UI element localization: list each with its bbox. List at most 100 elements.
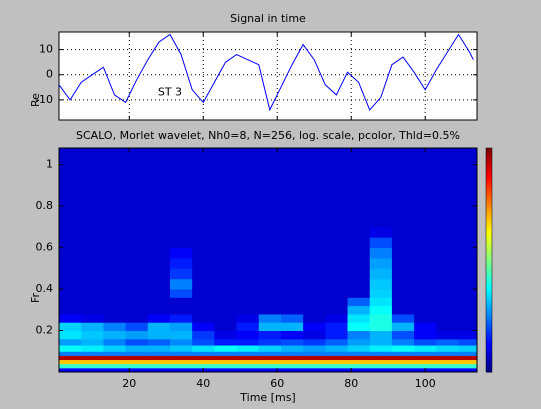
heatmap-cell — [458, 278, 478, 290]
heatmap-cell — [147, 257, 171, 269]
heatmap-cell — [125, 257, 149, 269]
heatmap-cell — [258, 367, 282, 373]
heatmap-cell — [369, 351, 393, 356]
heatmap-cell — [414, 268, 437, 280]
heatmap-cell — [325, 247, 349, 259]
heatmap-cell — [81, 237, 104, 249]
heatmap-cell — [147, 363, 171, 369]
heatmap-cell — [303, 345, 326, 352]
heatmap-cell — [59, 226, 82, 238]
heatmap-cell — [303, 330, 326, 340]
heatmap-cell — [325, 268, 349, 280]
colorbar-segment — [486, 176, 492, 180]
heatmap-cell — [369, 226, 393, 238]
heatmap-cell — [391, 359, 415, 365]
colorbar-segment — [486, 291, 492, 296]
heatmap-cell — [436, 330, 460, 340]
heatmap-cell — [436, 363, 460, 369]
heatmap-cell — [169, 289, 193, 298]
heatmap-cell — [214, 305, 238, 315]
heatmap-cell — [347, 148, 371, 228]
heatmap-cell — [214, 148, 238, 228]
heatmap-cell — [147, 148, 171, 228]
colorbar-segment — [486, 323, 492, 327]
heatmap-cell — [125, 363, 149, 369]
heatmap-cell — [369, 257, 393, 269]
heatmap-cell — [325, 363, 349, 369]
heatmap-cell — [303, 363, 326, 369]
heatmap-cell — [391, 297, 415, 307]
colorbar-segment — [486, 204, 492, 208]
colorbar-segment — [486, 281, 492, 285]
heatmap-cell — [436, 345, 460, 352]
heatmap-cell — [258, 278, 282, 290]
heatmap-cell — [436, 367, 460, 373]
heatmap-cell — [192, 268, 215, 280]
colorbar-segment — [486, 295, 492, 299]
heatmap-cell — [169, 305, 193, 315]
heatmap-cell — [103, 268, 127, 280]
heatmap-cell — [280, 363, 304, 369]
heatmap-cell — [169, 367, 193, 373]
heatmap-cell — [436, 305, 460, 315]
heatmap-cell — [103, 257, 127, 269]
heatmap-cell — [458, 313, 478, 323]
heatmap-cell — [280, 278, 304, 290]
heatmap-cell — [81, 338, 104, 346]
heatmap-cell — [169, 247, 193, 259]
heatmap-cell — [369, 355, 393, 361]
heatmap-cell — [125, 359, 149, 365]
heatmap-cell — [391, 278, 415, 290]
heatmap-cell — [369, 268, 393, 280]
annotation: ST 3 — [158, 85, 182, 98]
heatmap-cell — [391, 268, 415, 280]
heatmap-cell — [258, 359, 282, 365]
heatmap-cell — [258, 355, 282, 361]
heatmap-cell — [458, 226, 478, 238]
heatmap-cell — [59, 322, 82, 332]
heatmap-cell — [147, 367, 171, 373]
heatmap-cell — [258, 345, 282, 352]
heatmap-cell — [391, 322, 415, 332]
heatmap-cell — [125, 148, 149, 228]
heatmap-cell — [236, 278, 260, 290]
heatmap-cell — [59, 355, 82, 361]
colorbar-segment — [486, 274, 492, 278]
y-tick-label: 0.6 — [36, 241, 54, 254]
colorbar-segment — [486, 235, 492, 240]
heatmap-cell — [325, 330, 349, 340]
heatmap-cell — [192, 345, 215, 352]
colorbar-segment — [486, 333, 492, 338]
heatmap-cell — [391, 355, 415, 361]
heatmap-cell — [192, 237, 215, 249]
heatmap-cell — [414, 226, 437, 238]
heatmap-cell — [81, 257, 104, 269]
colorbar-segment — [486, 365, 492, 369]
colorbar-segment — [486, 155, 492, 159]
x-tick-label: 60 — [270, 377, 284, 390]
heatmap-cell — [391, 257, 415, 269]
heatmap-cell — [369, 363, 393, 369]
heatmap-cell — [103, 367, 127, 373]
colorbar-segment — [486, 319, 492, 324]
heatmap-cell — [280, 330, 304, 340]
heatmap-cell — [347, 330, 371, 340]
heatmap-cell — [59, 359, 82, 365]
signal-line — [58, 33, 474, 112]
x-tick-label: 80 — [344, 377, 358, 390]
heatmap-cell — [436, 355, 460, 361]
heatmap-cell — [414, 355, 437, 361]
heatmap-cell — [436, 226, 460, 238]
heatmap-cell — [347, 345, 371, 352]
colorbar-segment — [486, 354, 492, 359]
heatmap-cell — [280, 359, 304, 365]
y-tick-label: 1 — [46, 158, 53, 171]
y-tick-label: -10 — [35, 93, 53, 106]
heatmap-cell — [258, 148, 282, 228]
heatmap-cell — [59, 313, 82, 323]
heatmap-cell — [59, 367, 82, 373]
heatmap-cell — [325, 226, 349, 238]
heatmap-cell — [214, 367, 238, 373]
colorbar-segment — [486, 267, 492, 271]
heatmap-cell — [192, 257, 215, 269]
